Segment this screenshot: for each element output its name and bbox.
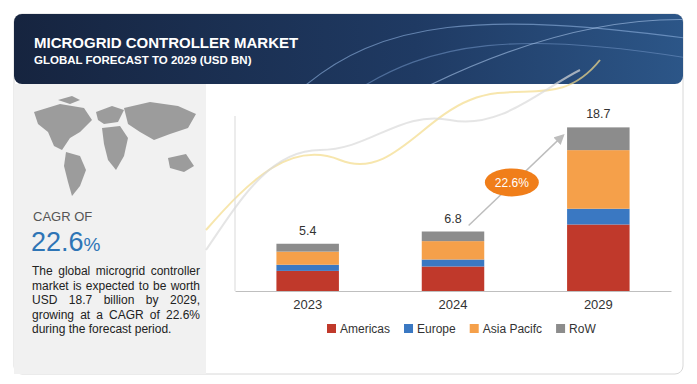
cagr-number: 22.6 (31, 227, 84, 257)
x-tick: 2024 (439, 291, 468, 312)
series (276, 127, 629, 251)
legend-label: Americas (340, 322, 390, 336)
x-tick: 2029 (584, 291, 613, 312)
series (276, 209, 629, 271)
legend-item: Americas (327, 322, 390, 336)
legend-label: Europe (417, 322, 456, 336)
y-axis-line (235, 116, 236, 291)
growth-arrow (469, 135, 563, 225)
series (276, 150, 629, 265)
legend-label: Asia Pacifc (483, 322, 542, 336)
deco-curve (206, 70, 580, 250)
subtitle: GLOBAL FORECAST TO 2029 (USD BN) (34, 54, 252, 66)
legend-item: Asia Pacifc (470, 322, 542, 336)
continent (96, 106, 124, 124)
bars (276, 127, 629, 291)
card (14, 14, 683, 374)
legend-swatch (556, 324, 565, 333)
totals: 5.4 6.8 18.7 (299, 107, 611, 237)
cagr-label: CAGR OF (33, 209, 92, 224)
continent (64, 152, 86, 196)
bar-segment (276, 271, 338, 291)
legend-swatch (404, 324, 413, 333)
header-streak (420, 20, 683, 84)
bar-segment (422, 241, 484, 259)
deco-curve (206, 60, 600, 230)
total-label: 6.8 (444, 212, 461, 226)
annotation-text: 22.6% (495, 176, 529, 190)
continent (102, 126, 128, 170)
total-label: 18.7 (586, 107, 610, 121)
x-axis: 2023 2024 2029 (236, 291, 672, 312)
bar-segment (567, 225, 629, 292)
bar-segment (422, 260, 484, 267)
world-map (34, 96, 196, 196)
total-label: 5.4 (299, 224, 316, 238)
x-tick-label: 2024 (439, 297, 468, 312)
legend-item: Europe (404, 322, 456, 336)
bar-segment (276, 252, 338, 265)
legend-swatch (327, 324, 336, 333)
cagr-value: 22.6% (31, 227, 101, 257)
continent (168, 154, 194, 172)
description: The global microgrid controller market i… (32, 264, 200, 337)
series (276, 225, 629, 292)
legend: Americas Europe Asia Pacifc RoW (327, 322, 596, 336)
bar-segment (567, 150, 629, 209)
side-panel-bg (14, 84, 206, 374)
x-tick-label: 2029 (584, 297, 613, 312)
bar-segment (422, 267, 484, 292)
x-tick-label: 2023 (293, 297, 322, 312)
bar-segment (276, 265, 338, 271)
continent (124, 102, 196, 140)
annotation-bubble (485, 168, 539, 196)
x-axis-line (236, 291, 672, 292)
legend-swatch (470, 324, 479, 333)
cagr-unit: % (84, 234, 101, 255)
bar-segment (567, 127, 629, 150)
bar-segment (422, 232, 484, 242)
continent (34, 104, 92, 150)
x-tick: 2023 (293, 291, 322, 312)
continent (58, 96, 80, 104)
legend-label: RoW (569, 322, 596, 336)
legend-item: RoW (556, 322, 596, 336)
header-bg (14, 14, 683, 84)
title: MICROGRID CONTROLLER MARKET (34, 34, 298, 51)
header-streak (300, 24, 683, 84)
bar-segment (276, 244, 338, 252)
header (14, 14, 683, 84)
bar-segment (567, 209, 629, 225)
